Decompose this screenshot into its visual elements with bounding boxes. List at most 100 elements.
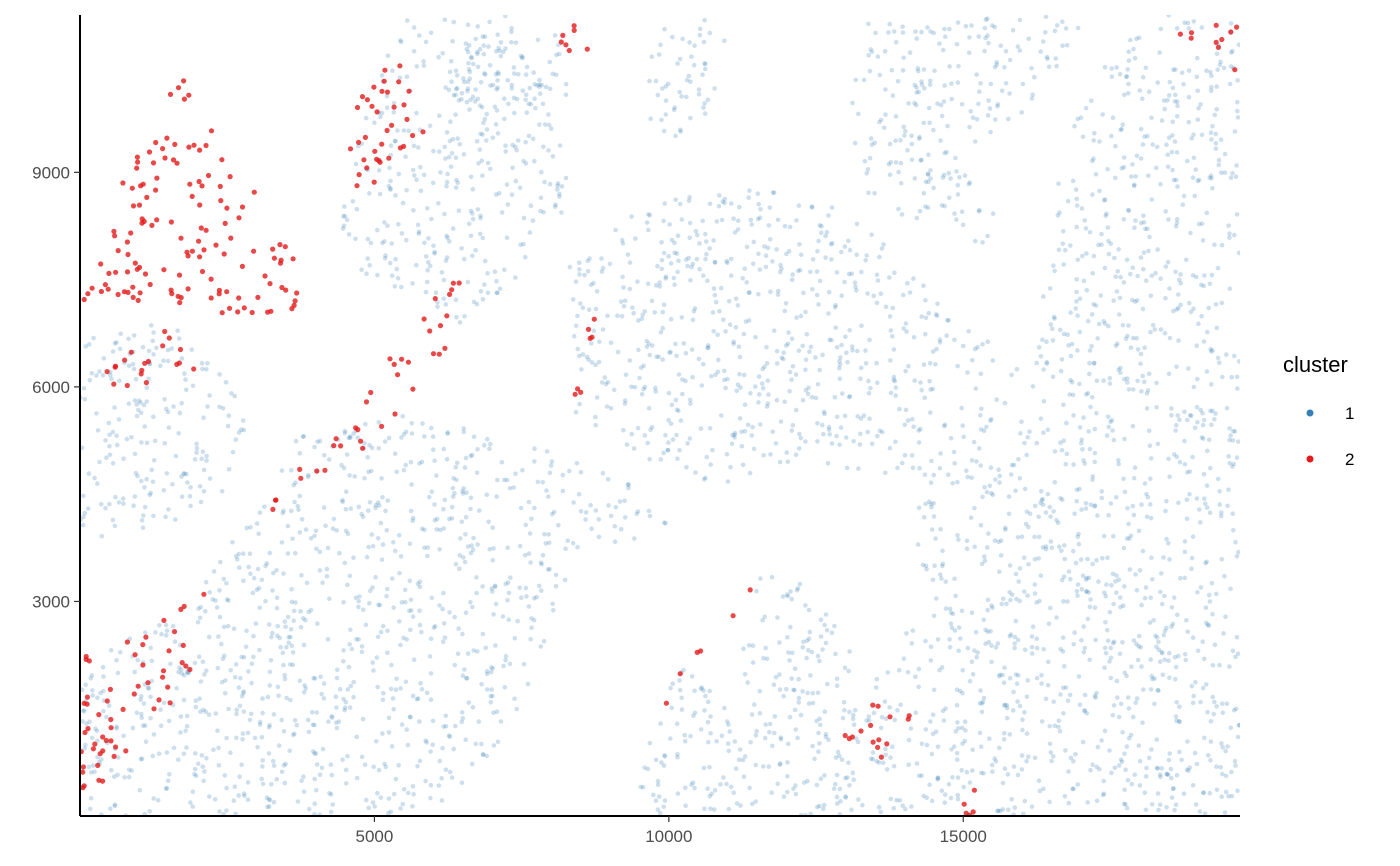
point-cluster-1 xyxy=(440,51,446,56)
point-cluster-1 xyxy=(683,350,689,356)
point-cluster-1 xyxy=(1221,631,1226,636)
point-cluster-1 xyxy=(553,572,559,578)
point-cluster-1 xyxy=(817,803,822,809)
point-cluster-1 xyxy=(414,262,419,268)
point-cluster-1 xyxy=(1029,644,1035,650)
point-cluster-1 xyxy=(141,402,147,408)
point-cluster-1 xyxy=(820,647,825,652)
point-cluster-1 xyxy=(88,770,94,775)
point-cluster-1 xyxy=(312,676,318,681)
point-cluster-1 xyxy=(410,614,416,619)
point-cluster-1 xyxy=(996,539,1001,545)
point-cluster-1 xyxy=(513,275,518,280)
point-cluster-1 xyxy=(1162,628,1168,634)
point-cluster-1 xyxy=(179,667,184,672)
point-cluster-1 xyxy=(547,86,553,92)
point-cluster-1 xyxy=(542,179,547,185)
point-cluster-1 xyxy=(707,246,712,251)
point-cluster-1 xyxy=(352,474,358,479)
point-cluster-1 xyxy=(796,348,802,354)
point-cluster-1 xyxy=(348,506,354,511)
point-cluster-1 xyxy=(1006,116,1011,122)
point-cluster-1 xyxy=(689,54,694,59)
point-cluster-1 xyxy=(149,467,154,473)
point-cluster-1 xyxy=(1125,695,1131,700)
point-cluster-1 xyxy=(537,91,543,96)
point-cluster-1 xyxy=(440,639,446,644)
point-cluster-1 xyxy=(293,438,299,444)
point-cluster-1 xyxy=(1182,539,1188,544)
point-cluster-1 xyxy=(107,501,112,507)
point-cluster-2 xyxy=(143,380,149,386)
point-cluster-1 xyxy=(488,669,494,675)
point-cluster-1 xyxy=(770,743,775,749)
point-cluster-1 xyxy=(841,700,847,705)
point-cluster-1 xyxy=(1056,724,1061,730)
point-cluster-1 xyxy=(400,200,406,206)
point-cluster-1 xyxy=(913,102,919,108)
point-cluster-1 xyxy=(822,773,827,778)
point-cluster-1 xyxy=(1182,652,1188,657)
point-cluster-1 xyxy=(737,747,743,752)
point-cluster-1 xyxy=(1058,440,1063,446)
point-cluster-1 xyxy=(1068,755,1074,761)
point-cluster-1 xyxy=(420,421,425,426)
point-cluster-1 xyxy=(1159,118,1165,123)
point-cluster-1 xyxy=(459,780,465,785)
point-cluster-1 xyxy=(1078,115,1084,120)
point-cluster-1 xyxy=(179,671,185,676)
point-cluster-1 xyxy=(281,508,286,514)
point-cluster-1 xyxy=(638,784,644,790)
point-cluster-1 xyxy=(1075,257,1081,263)
point-cluster-1 xyxy=(359,511,364,517)
point-cluster-1 xyxy=(619,237,625,243)
point-cluster-1 xyxy=(443,713,449,719)
point-cluster-1 xyxy=(873,30,878,36)
point-cluster-1 xyxy=(863,348,868,353)
point-cluster-1 xyxy=(1214,591,1219,597)
point-cluster-1 xyxy=(785,741,791,747)
point-cluster-1 xyxy=(875,54,881,59)
point-cluster-1 xyxy=(1064,420,1069,426)
point-cluster-1 xyxy=(923,638,928,644)
point-cluster-1 xyxy=(448,58,454,64)
point-cluster-1 xyxy=(764,361,770,366)
point-cluster-1 xyxy=(1084,575,1090,581)
point-cluster-1 xyxy=(1191,155,1197,161)
point-cluster-1 xyxy=(330,802,336,807)
point-cluster-1 xyxy=(1157,772,1163,777)
point-cluster-1 xyxy=(935,301,940,307)
point-cluster-1 xyxy=(573,279,579,284)
point-cluster-1 xyxy=(701,39,707,45)
point-cluster-1 xyxy=(725,741,731,746)
point-cluster-1 xyxy=(150,479,156,485)
x-tick-label: 10000 xyxy=(645,827,692,846)
point-cluster-1 xyxy=(822,709,828,714)
point-cluster-1 xyxy=(1068,243,1073,248)
point-cluster-1 xyxy=(1102,65,1108,70)
point-cluster-1 xyxy=(1176,719,1182,724)
point-cluster-1 xyxy=(1160,650,1165,656)
point-cluster-1 xyxy=(210,597,216,602)
point-cluster-1 xyxy=(1183,257,1189,263)
point-cluster-1 xyxy=(719,733,725,739)
point-cluster-2 xyxy=(314,468,320,474)
point-cluster-1 xyxy=(491,612,496,617)
point-cluster-1 xyxy=(834,414,840,420)
point-cluster-1 xyxy=(747,290,752,295)
point-cluster-1 xyxy=(877,72,883,78)
point-cluster-1 xyxy=(161,487,167,493)
point-cluster-1 xyxy=(998,43,1004,49)
point-cluster-1 xyxy=(1198,102,1203,107)
point-cluster-1 xyxy=(529,516,534,522)
point-cluster-1 xyxy=(1121,165,1127,170)
point-cluster-1 xyxy=(990,211,996,216)
point-cluster-1 xyxy=(304,580,310,586)
point-cluster-2 xyxy=(355,427,361,433)
point-cluster-1 xyxy=(826,737,831,743)
point-cluster-1 xyxy=(1171,177,1177,183)
point-cluster-1 xyxy=(1158,182,1163,187)
point-cluster-1 xyxy=(443,258,449,264)
point-cluster-1 xyxy=(1219,794,1224,799)
point-cluster-1 xyxy=(954,169,959,174)
